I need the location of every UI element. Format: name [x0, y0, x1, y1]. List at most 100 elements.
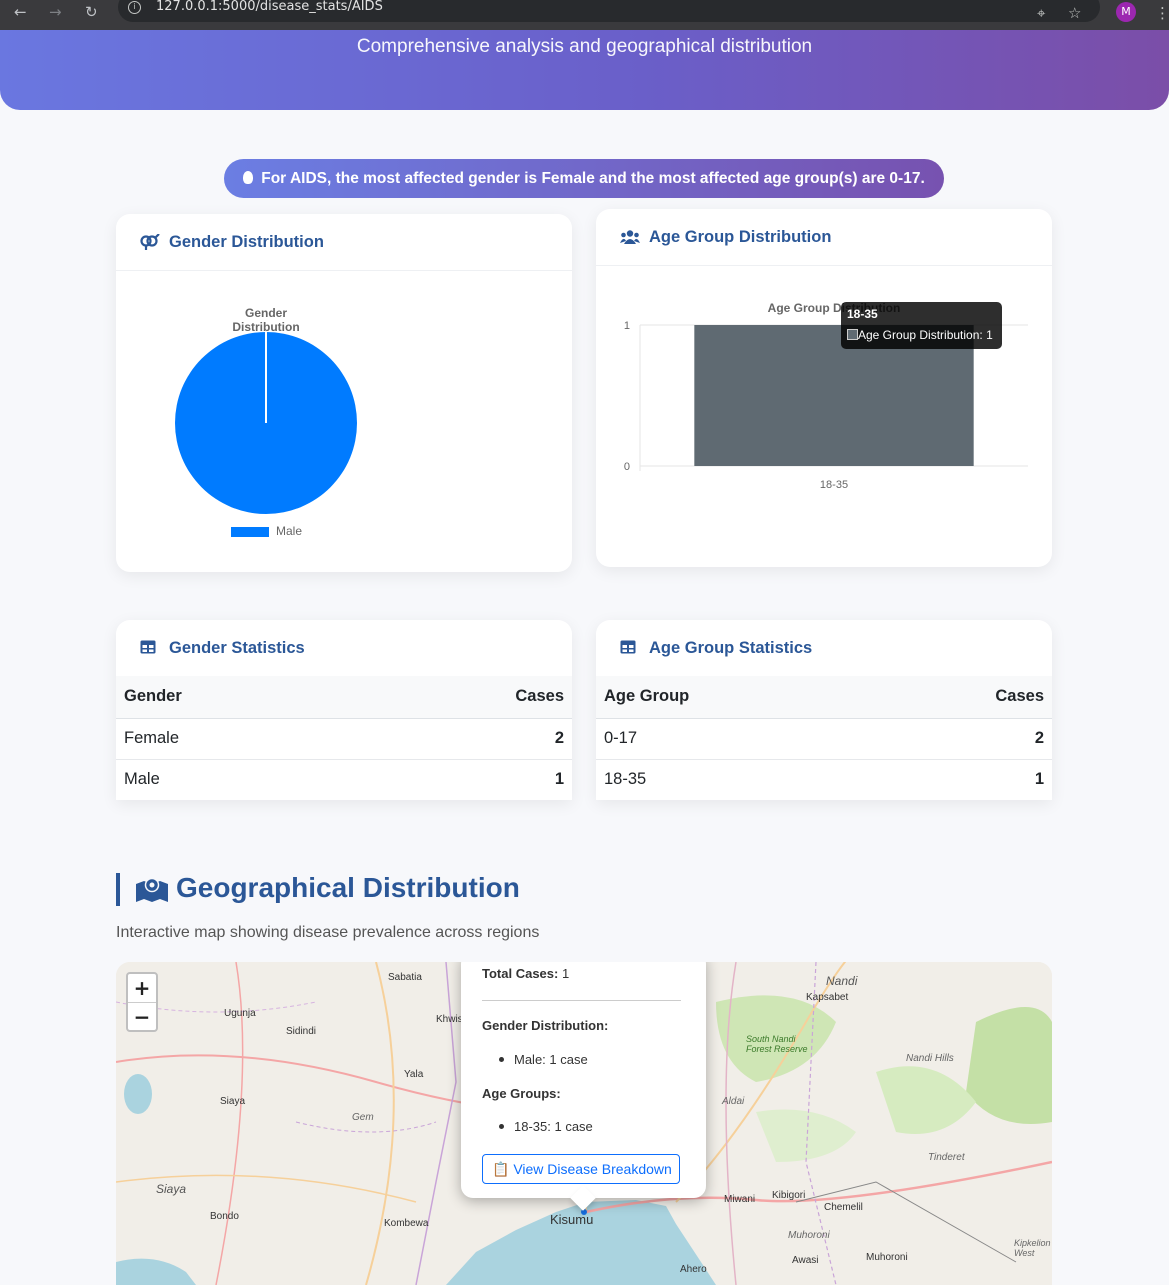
map-popup: Total Cases: 1 Gender Distribution: Male…	[461, 962, 706, 1211]
profile-avatar[interactable]: M	[1116, 2, 1136, 22]
row-value: 2	[874, 718, 1052, 760]
age-stats-header: Age Group Statistics	[596, 620, 1052, 676]
chart-tooltip: 18-35 Age Group Distribution: 1	[841, 302, 1002, 349]
tooltip-swatch	[847, 329, 858, 340]
page-header: Comprehensive analysis and geographical …	[0, 30, 1169, 110]
popup-age-label: Age Groups:	[482, 1086, 561, 1101]
map-label: Ahero	[680, 1264, 707, 1275]
table-row: 0-17 2	[596, 718, 1052, 760]
map-label: South Nandi Forest Reserve	[746, 1034, 808, 1054]
x-tick-label: 18-35	[820, 479, 848, 491]
table-icon	[140, 640, 160, 656]
age-statistics-card: Age Group Statistics Age Group Cases 0-1…	[596, 620, 1052, 800]
map-label: Yala	[404, 1069, 424, 1080]
map-marked-icon	[136, 876, 168, 906]
gender-stats-header: Gender Statistics	[116, 620, 572, 676]
zoom-out-button[interactable]: −	[128, 1002, 156, 1030]
map-label: Tinderet	[928, 1152, 965, 1163]
col-age-group: Age Group	[596, 676, 875, 719]
table-row: 18-35 1	[596, 759, 1052, 800]
zoom-in-button[interactable]: +	[133, 976, 151, 1000]
table-icon	[620, 640, 640, 656]
age-stats-table: Age Group Cases 0-17 2 18-35 1	[596, 676, 1052, 800]
forward-icon[interactable]: →	[49, 3, 62, 21]
map-label: Ugunja	[224, 1008, 256, 1019]
zoom-control: + −	[126, 972, 158, 1032]
disease-map[interactable]: Sabatia Ugunja Sidindi Khwisero Yala Sia…	[116, 962, 1052, 1285]
legend-label: Male	[276, 524, 302, 538]
list-item: Male: 1 case	[499, 1052, 588, 1067]
menu-dots-icon[interactable]: ⋮	[1155, 4, 1169, 22]
col-cases: Cases	[874, 676, 1052, 719]
venus-mars-icon	[140, 233, 160, 250]
popup-total-label: Total Cases:	[482, 966, 559, 981]
gender-stats-table: Gender Cases Female 2 Male 1	[116, 676, 572, 800]
reload-icon[interactable]: ↻	[85, 3, 98, 21]
age-card-header: Age Group Distribution	[596, 209, 1052, 266]
map-label: Nandi Hills	[906, 1053, 954, 1064]
map-label: Kombewa	[384, 1218, 429, 1229]
age-distribution-card: Age Group Distribution 0 1 18-35 Age Group…	[596, 209, 1052, 567]
bookmark-star-icon[interactable]: ☆	[1068, 4, 1082, 22]
map-label: Sabatia	[388, 972, 422, 983]
popup-total-value: 1	[561, 966, 570, 981]
lightbulb-icon	[243, 171, 254, 184]
site-info-icon[interactable]: i	[128, 1, 141, 14]
map-label: Muhoroni	[788, 1230, 830, 1241]
map-label: Muhoroni	[866, 1252, 908, 1263]
row-label: 18-35	[596, 759, 875, 800]
gender-pie-chart: Male	[175, 332, 357, 538]
pie-chart-title: Gender Distribution	[232, 306, 300, 334]
map-label: Khwisero	[436, 1014, 478, 1025]
y-tick-label: 1	[624, 320, 630, 332]
url-text[interactable]: 127.0.0.1:5000/disease_stats/AIDS	[156, 0, 383, 14]
section-accent-bar	[116, 873, 120, 906]
tooltip-title: 18-35	[847, 307, 878, 321]
popup-divider	[482, 1000, 681, 1001]
map-label: Chemelil	[824, 1202, 863, 1213]
address-bar[interactable]: i 127.0.0.1:5000/disease_stats/AIDS	[118, 0, 1100, 22]
map-label: Miwani	[724, 1194, 756, 1205]
map-label: Kipkelion West	[1014, 1238, 1051, 1258]
gender-card-header: Gender Distribution	[116, 214, 572, 271]
y-tick-label: 0	[624, 461, 630, 473]
back-icon[interactable]: ←	[14, 3, 27, 21]
legend-swatch	[231, 527, 269, 537]
col-cases: Cases	[359, 676, 572, 719]
map-label: Kisumu	[550, 1212, 594, 1227]
location-pin-icon[interactable]: ⌖	[1037, 4, 1046, 22]
popup-gender-label: Gender Distribution:	[482, 1018, 609, 1033]
popup-total: Total Cases: 1	[482, 966, 569, 981]
map-label: Kapsabet	[806, 992, 849, 1003]
header-subtitle: Comprehensive analysis and geographical …	[356, 36, 813, 57]
gender-stats-title: Gender Statistics	[169, 638, 305, 657]
geo-section-title: Geographical Distribution	[176, 872, 520, 903]
row-value: 1	[359, 759, 572, 800]
list-item: 18-35: 1 case	[499, 1119, 593, 1134]
table-row: Male 1	[116, 759, 572, 800]
map-label: Siaya	[156, 1182, 187, 1196]
users-icon	[620, 229, 640, 245]
map-label: Aldai	[722, 1096, 745, 1107]
insight-banner: For AIDS, the most affected gender is Fe…	[224, 159, 944, 198]
map-label: Gem	[352, 1112, 374, 1123]
tooltip-body: Age Group Distribution: 1	[847, 328, 993, 342]
map-label: Nandi	[826, 974, 858, 988]
map-label: Kibigori	[772, 1190, 806, 1201]
map-label: Bondo	[210, 1211, 239, 1222]
map-label: Awasi	[792, 1255, 819, 1266]
tooltip-text: Age Group Distribution: 1	[858, 328, 993, 342]
view-disease-breakdown-button[interactable]: 📋 View Disease Breakdown	[482, 1154, 680, 1184]
map-label: Siaya	[220, 1096, 246, 1107]
table-row: Female 2	[116, 718, 572, 760]
age-bar-chart: 0 1 18-35	[624, 320, 1028, 491]
row-label: Male	[116, 759, 360, 800]
gender-statistics-card: Gender Statistics Gender Cases Female 2 M…	[116, 620, 572, 800]
insight-text: For AIDS, the most affected gender is Fe…	[261, 170, 925, 187]
browser-toolbar: ← → ↻ i 127.0.0.1:5000/disease_stats/AID…	[0, 0, 1169, 30]
map-label: Sidindi	[286, 1026, 317, 1037]
row-value: 1	[874, 759, 1052, 800]
row-value: 2	[359, 718, 572, 760]
row-label: 0-17	[596, 718, 875, 760]
age-stats-title: Age Group Statistics	[649, 638, 813, 657]
